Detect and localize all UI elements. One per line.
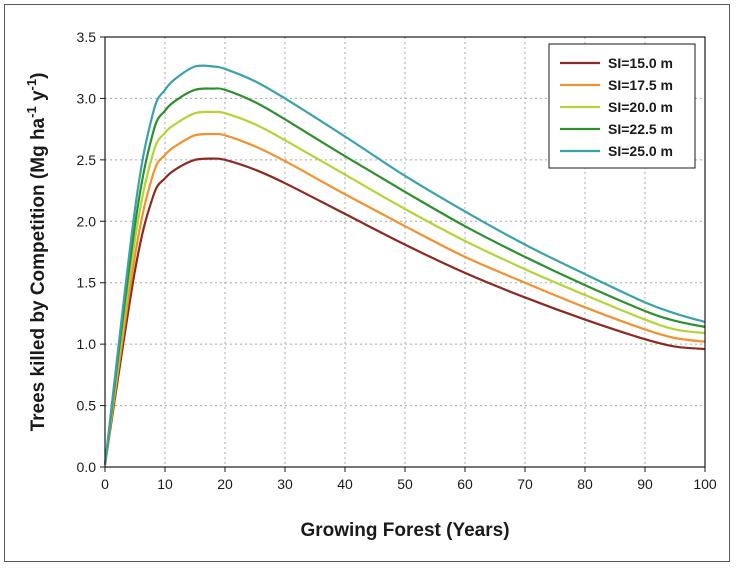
series-line-5	[103, 64, 706, 465]
series-line-1	[103, 157, 706, 465]
x-tick-label: 90	[637, 476, 653, 492]
x-axis-ticks: 0 10 20 30 40 50 60 70 80 90 100	[101, 467, 717, 492]
y-tick-label: 3.0	[77, 90, 97, 106]
y-axis-ticks: 0.0 0.5 1.0 1.5 2.0 2.5 3.0 3.5	[77, 29, 105, 475]
y-tick-label: 2.5	[77, 152, 97, 168]
x-axis-label: Growing Forest (Years)	[300, 520, 509, 541]
y-tick-label: 0.5	[77, 398, 97, 414]
y-tick-label: 2.0	[77, 213, 97, 229]
x-tick-label: 0	[101, 476, 109, 492]
series-lines	[103, 64, 706, 465]
x-tick-label: 20	[217, 476, 233, 492]
x-tick-label: 30	[277, 476, 293, 492]
legend-label-4: SI=22.5 m	[608, 121, 673, 137]
series-line-4	[103, 87, 706, 465]
legend-label-5: SI=25.0 m	[608, 143, 673, 159]
legend: SI=15.0 m SI=17.5 m SI=20.0 m SI=22.5 m SI=2…	[548, 43, 696, 169]
legend-label-2: SI=17.5 m	[608, 77, 673, 93]
y-tick-label: 1.5	[77, 275, 97, 291]
series-line-2	[103, 132, 706, 465]
x-tick-label: 60	[457, 476, 473, 492]
x-tick-label: 50	[397, 476, 413, 492]
x-tick-label: 70	[517, 476, 533, 492]
y-tick-label: 3.5	[77, 29, 97, 45]
y-tick-label: 1.0	[77, 336, 97, 352]
grid-lines	[105, 37, 705, 467]
x-tick-label: 10	[157, 476, 173, 492]
legend-label-1: SI=15.0 m	[608, 55, 673, 71]
x-tick-label: 80	[577, 476, 593, 492]
x-tick-label: 100	[693, 476, 717, 492]
y-tick-label: 0.0	[77, 459, 97, 475]
legend-label-3: SI=20.0 m	[608, 99, 673, 115]
series-line-3	[103, 110, 706, 465]
x-tick-label: 40	[337, 476, 353, 492]
y-axis-label: Trees killed by Competition (Mg ha-1 y-1…	[24, 73, 49, 432]
